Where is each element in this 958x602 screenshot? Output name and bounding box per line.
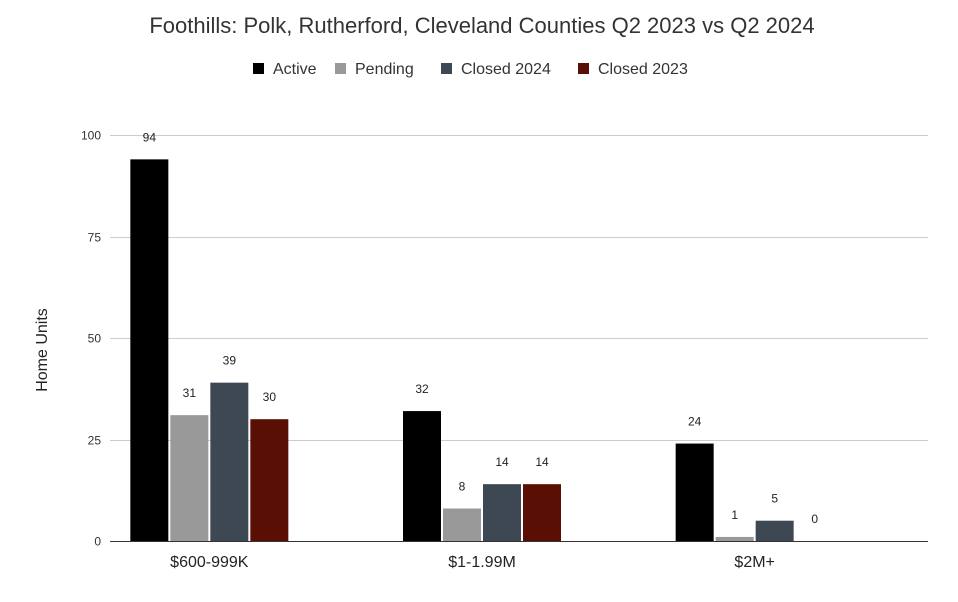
bar-pending-2m <box>715 536 754 541</box>
y-tick-label: 50 <box>88 332 102 346</box>
x-tick-label: $2M+ <box>734 554 774 571</box>
data-label-closed-2023-600-999k: 30 <box>263 390 277 404</box>
data-label-closed-2024-1-1-99m: 14 <box>495 455 509 469</box>
x-tick-label: $1-1.99M <box>448 554 516 571</box>
x-axis-ticks: $600-999K $1-1.99M $2M+ <box>170 554 775 571</box>
data-label-active-1-1-99m: 32 <box>415 382 429 396</box>
data-label-pending-2m: 1 <box>731 508 738 522</box>
bar-closed-2024-2m <box>755 520 794 541</box>
bar-active-2m <box>675 443 714 541</box>
y-axis-ticks: 0 25 50 75 100 <box>81 129 101 549</box>
y-tick-label: 75 <box>88 231 102 245</box>
bar-pending-1-1-99m <box>443 508 481 541</box>
data-label-active-2m: 24 <box>688 415 702 429</box>
bar-closed-2023-600-999k <box>250 419 289 541</box>
chart-title: Foothills: Polk, Rutherford, Cleveland C… <box>149 13 814 38</box>
legend-swatch-closed-2024 <box>441 63 452 74</box>
data-label-closed-2023-1-1-99m: 14 <box>535 455 549 469</box>
bar-closed-2023-1-1-99m <box>523 484 561 541</box>
data-label-pending-1-1-99m: 8 <box>459 480 466 494</box>
x-tick-label: $600-999K <box>170 554 249 571</box>
legend-label-closed-2024: Closed 2024 <box>461 61 551 78</box>
bar-active-600-999k <box>130 159 169 542</box>
data-label-active-600-999k: 94 <box>143 130 157 144</box>
y-tick-label: 0 <box>94 535 101 549</box>
y-tick-label: 25 <box>88 434 102 448</box>
legend-label-closed-2023: Closed 2023 <box>598 61 688 78</box>
bar-active-1-1-99m <box>403 411 441 541</box>
y-tick-label: 100 <box>81 129 101 143</box>
legend: Active Pending Closed 2024 Closed 2023 <box>253 61 688 78</box>
data-label-closed-2023-2m: 0 <box>811 512 818 526</box>
data-label-closed-2024-600-999k: 39 <box>223 354 237 368</box>
data-label-closed-2024-2m: 5 <box>771 492 778 506</box>
data-label-pending-600-999k: 31 <box>183 386 197 400</box>
bar-closed-2024-1-1-99m <box>483 484 521 541</box>
legend-label-pending: Pending <box>355 61 414 78</box>
data-labels: 94 31 39 30 32 8 14 14 24 1 5 0 <box>143 130 819 526</box>
bars <box>130 159 794 542</box>
legend-swatch-pending <box>335 63 346 74</box>
bar-closed-2024-600-999k <box>210 382 249 541</box>
legend-swatch-closed-2023 <box>578 63 589 74</box>
legend-swatch-active <box>253 63 264 74</box>
legend-label-active: Active <box>273 61 317 78</box>
y-axis-title: Home Units <box>34 308 51 392</box>
gridlines <box>110 135 928 441</box>
bar-pending-600-999k <box>170 415 209 541</box>
